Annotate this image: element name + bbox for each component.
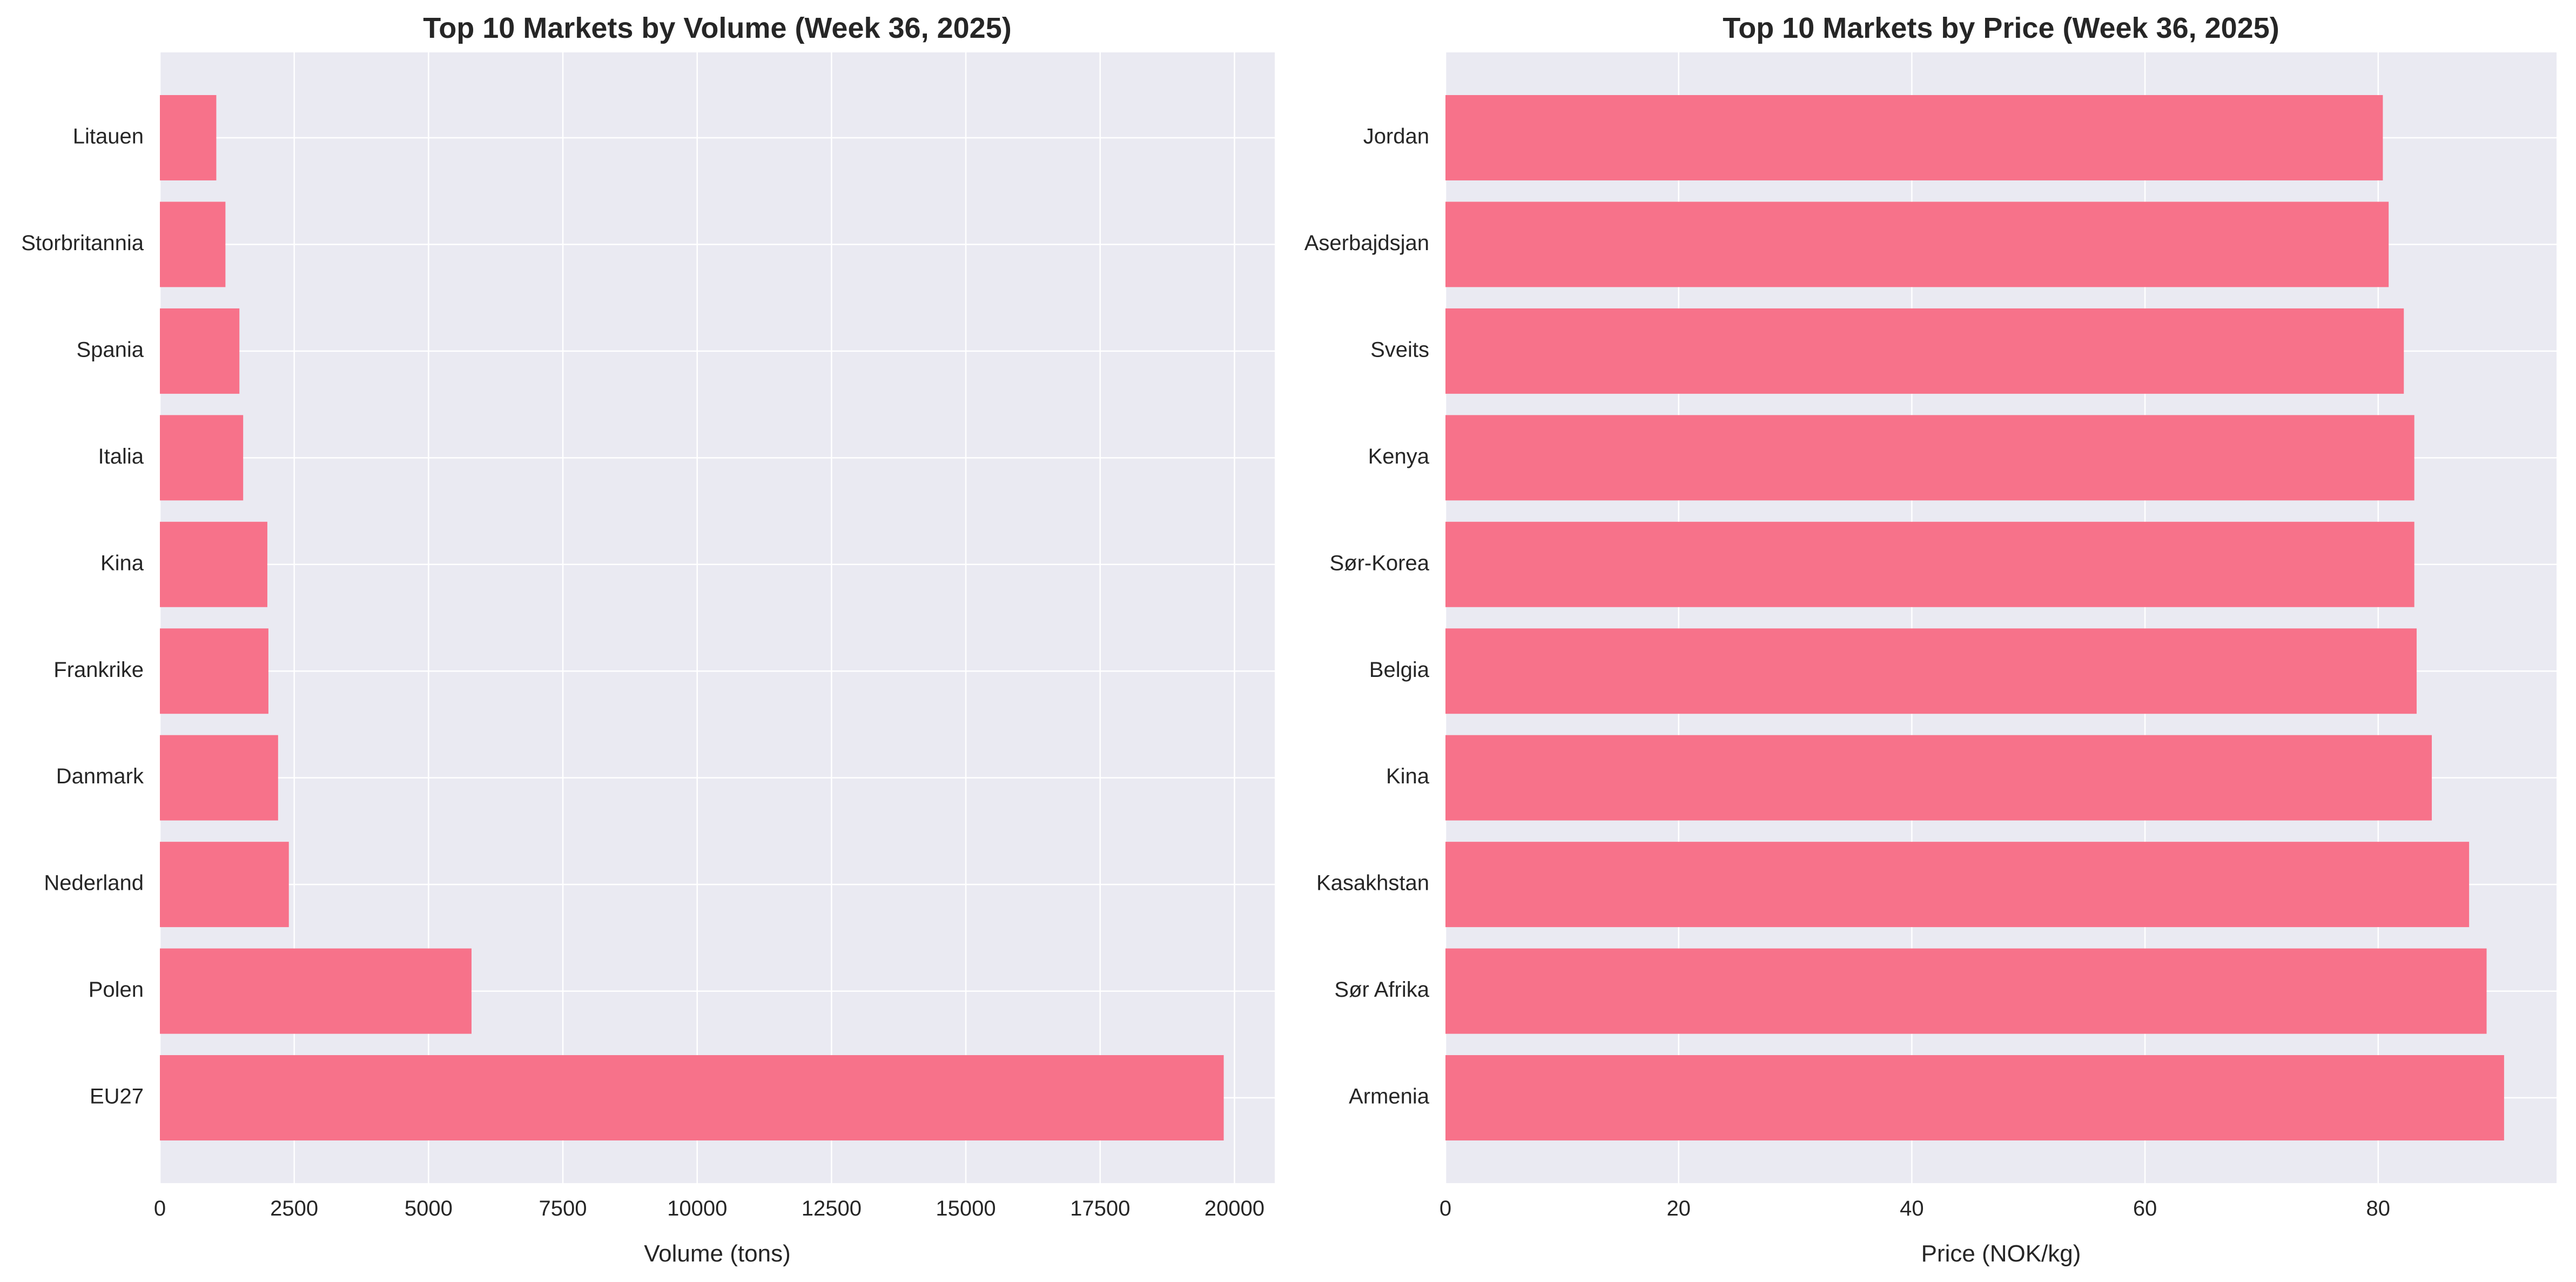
price-bar-8 [1445, 202, 2389, 287]
volume-bar-6 [160, 415, 244, 501]
price-x-tick-label-0: 0 [1440, 1197, 1451, 1220]
price-bar-5 [1445, 521, 2414, 607]
volume-x-tick-label-2: 5000 [405, 1197, 453, 1220]
volume-x-tick-label-7: 17500 [1070, 1197, 1130, 1220]
volume-category-label-0: EU27 [90, 1085, 144, 1109]
volume-x-tick-label-3: 7500 [539, 1197, 587, 1220]
price-bar-3 [1445, 735, 2432, 821]
volume-chart: Top 10 Markets by Volume (Week 36, 2025)… [21, 12, 1275, 1267]
price-x-tick-label-4: 80 [2366, 1197, 2391, 1220]
price-bar-9 [1445, 95, 2383, 180]
volume-bar-0 [160, 1055, 1224, 1141]
price-x-tick-label-2: 40 [1900, 1197, 1924, 1220]
price-category-label-0: Armenia [1349, 1085, 1430, 1109]
volume-bar-3 [160, 735, 278, 821]
volume-bar-1 [160, 948, 472, 1034]
volume-category-label-8: Storbritannia [21, 231, 144, 255]
price-bar-2 [1445, 842, 2470, 928]
price-category-label-5: Sør-Korea [1330, 551, 1430, 575]
volume-bar-4 [160, 628, 268, 714]
price-category-label-7: Sveits [1370, 338, 1429, 361]
volume-x-tick-label-4: 10000 [667, 1197, 727, 1220]
volume-category-label-2: Nederland [44, 871, 144, 895]
volume-bar-5 [160, 521, 267, 607]
price-x-tick-label-1: 20 [1666, 1197, 1691, 1220]
volume-x-tick-label-1: 2500 [270, 1197, 318, 1220]
price-bar-0 [1445, 1055, 2504, 1141]
volume-bar-9 [160, 95, 217, 180]
price-bar-6 [1445, 415, 2414, 501]
price-chart-title: Top 10 Markets by Price (Week 36, 2025) [1723, 12, 2279, 44]
volume-category-label-7: Spania [76, 338, 144, 361]
volume-chart-title: Top 10 Markets by Volume (Week 36, 2025) [423, 12, 1011, 44]
price-category-label-9: Jordan [1363, 125, 1429, 149]
price-category-label-2: Kasakhstan [1316, 871, 1429, 895]
price-category-label-4: Belgia [1369, 658, 1430, 682]
price-chart: Top 10 Markets by Price (Week 36, 2025) … [1304, 12, 2557, 1267]
volume-category-label-4: Frankrike [53, 658, 144, 682]
price-x-axis-label: Price (NOK/kg) [1921, 1240, 2081, 1267]
price-category-label-1: Sør Afrika [1334, 978, 1429, 1002]
price-category-label-8: Aserbajdsjan [1304, 231, 1429, 255]
price-bar-7 [1445, 308, 2404, 394]
volume-bar-2 [160, 842, 289, 928]
price-bar-1 [1445, 948, 2487, 1034]
volume-x-tick-label-5: 12500 [802, 1197, 862, 1220]
volume-x-axis-label: Volume (tons) [644, 1240, 790, 1267]
volume-category-label-6: Italia [98, 445, 144, 468]
volume-category-label-1: Polen [89, 978, 144, 1002]
volume-category-label-3: Danmark [56, 764, 144, 788]
volume-category-label-5: Kina [100, 551, 144, 575]
price-bar-4 [1445, 628, 2417, 714]
volume-x-tick-label-8: 20000 [1205, 1197, 1265, 1220]
price-category-label-6: Kenya [1368, 445, 1430, 468]
volume-x-tick-label-0: 0 [154, 1197, 166, 1220]
volume-x-tick-label-6: 15000 [936, 1197, 996, 1220]
price-x-tick-label-3: 60 [2133, 1197, 2157, 1220]
volume-bar-8 [160, 202, 226, 287]
volume-bar-7 [160, 308, 240, 394]
price-category-label-3: Kina [1386, 764, 1430, 788]
volume-category-label-9: Litauen [73, 125, 144, 149]
